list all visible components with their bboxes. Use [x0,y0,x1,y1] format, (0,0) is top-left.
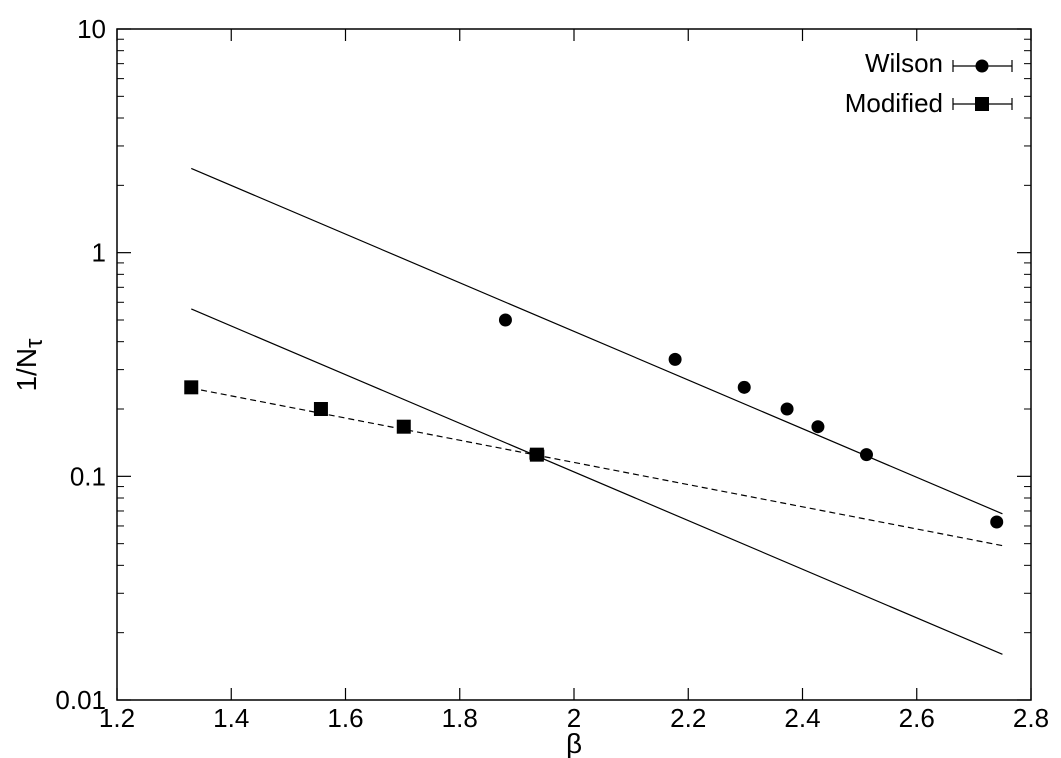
modified-point [313,402,328,417]
fit-line-dashed-2 [191,387,1003,547]
fit-line-solid-1 [191,308,1003,655]
x-tick-label: 1.2 [99,703,135,733]
y-tick-labels: 0.01 0.1 1 10 [55,14,106,715]
wilson-point [990,515,1004,529]
wilson-point [780,402,794,416]
wilson-point [859,448,873,462]
legend-symbol-wilson [952,59,1013,73]
axis-ticks [116,28,1032,701]
x-tick-label: 2.2 [670,703,706,733]
fit-lines [191,167,1003,655]
modified-point [529,447,544,462]
wilson-point [498,313,512,327]
x-tick-label: 2.6 [899,703,935,733]
y-axis-title: 1/Nτ [11,338,48,392]
data-markers [184,313,1004,529]
y-axis-title-subscript: τ [21,338,48,348]
x-axis-title: β [566,728,582,758]
legend-symbol-modified [952,97,1013,111]
y-tick-label: 1 [92,238,106,268]
legend-marker-square [975,97,989,111]
x-tick-label: 1.4 [213,703,249,733]
modified-point [184,380,199,395]
wilson-point [668,352,682,366]
wilson-point [737,380,751,394]
x-tick-label: 2 [567,703,581,733]
y-axis-title-main: 1/N [11,348,42,392]
x-tick-label: 1.6 [327,703,363,733]
x-tick-label: 2.8 [1013,703,1049,733]
x-tick-labels: 1.2 1.4 1.6 1.8 2 2.2 2.4 2.6 2.8 [99,703,1049,733]
legend-label-modified: Modified [845,88,943,118]
legend-label-wilson: Wilson [865,48,943,78]
legend: Wilson Modified [845,48,1013,118]
y-tick-label: 0.1 [70,461,106,491]
modified-point [396,419,411,434]
legend-marker-circle [975,59,989,73]
x-tick-label: 2.4 [784,703,820,733]
wilson-point [811,420,825,434]
plot-frame [116,28,1032,701]
y-tick-label: 0.01 [55,685,106,715]
y-tick-label: 10 [77,14,106,44]
fit-line-solid-0 [191,167,1003,515]
x-tick-label: 1.8 [442,703,478,733]
